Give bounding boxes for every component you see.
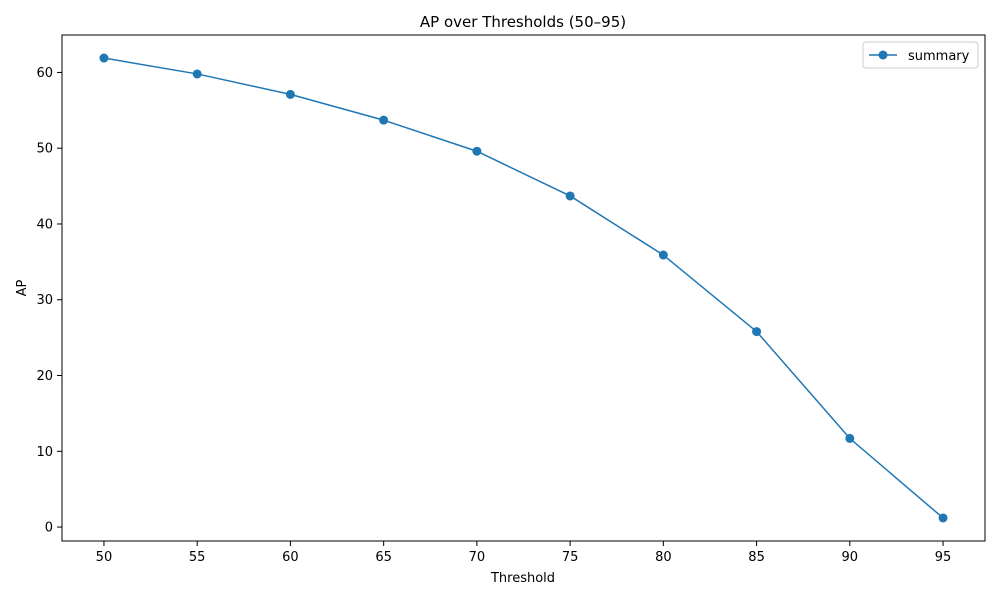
legend-point-marker (878, 50, 888, 60)
data-point (752, 327, 762, 337)
axis-ticks: 50 55 60 65 70 75 80 85 90 95 0 10 20 30 40 50 60 (36, 66, 951, 565)
y-tick-label: 0 (45, 521, 53, 536)
legend-label: summary (908, 49, 970, 64)
x-tick-label: 70 (469, 550, 486, 565)
x-tick-label: 90 (842, 550, 859, 565)
x-tick-label: 55 (189, 550, 206, 565)
x-tick-label: 85 (748, 550, 765, 565)
data-point (658, 250, 668, 260)
y-tick-label: 50 (36, 142, 53, 157)
x-tick-label: 50 (96, 550, 113, 565)
x-tick-label: 80 (655, 550, 672, 565)
chart-title: AP over Thresholds (50–95) (420, 13, 626, 31)
data-point (938, 513, 948, 523)
data-point (472, 146, 482, 156)
y-tick-label: 30 (36, 293, 53, 308)
x-tick-label: 65 (375, 550, 392, 565)
data-point (99, 53, 109, 63)
data-point (845, 433, 855, 443)
data-point (192, 69, 202, 79)
x-tick-label: 60 (282, 550, 299, 565)
y-axis-title: AP (15, 279, 30, 296)
series-layer (99, 53, 948, 523)
data-point (379, 115, 389, 125)
x-axis-title: Threshold (490, 571, 555, 586)
y-tick-label: 20 (36, 369, 53, 384)
legend: summary (862, 41, 979, 69)
x-tick-label: 75 (562, 550, 579, 565)
legend-box (862, 41, 979, 69)
data-point (285, 89, 295, 99)
y-tick-label: 10 (36, 445, 53, 460)
series-line-summary (103, 57, 944, 519)
data-point (565, 191, 575, 201)
y-tick-label: 40 (36, 217, 53, 232)
y-tick-label: 60 (36, 66, 53, 81)
plot-frame (61, 34, 986, 542)
x-tick-label: 95 (935, 550, 952, 565)
